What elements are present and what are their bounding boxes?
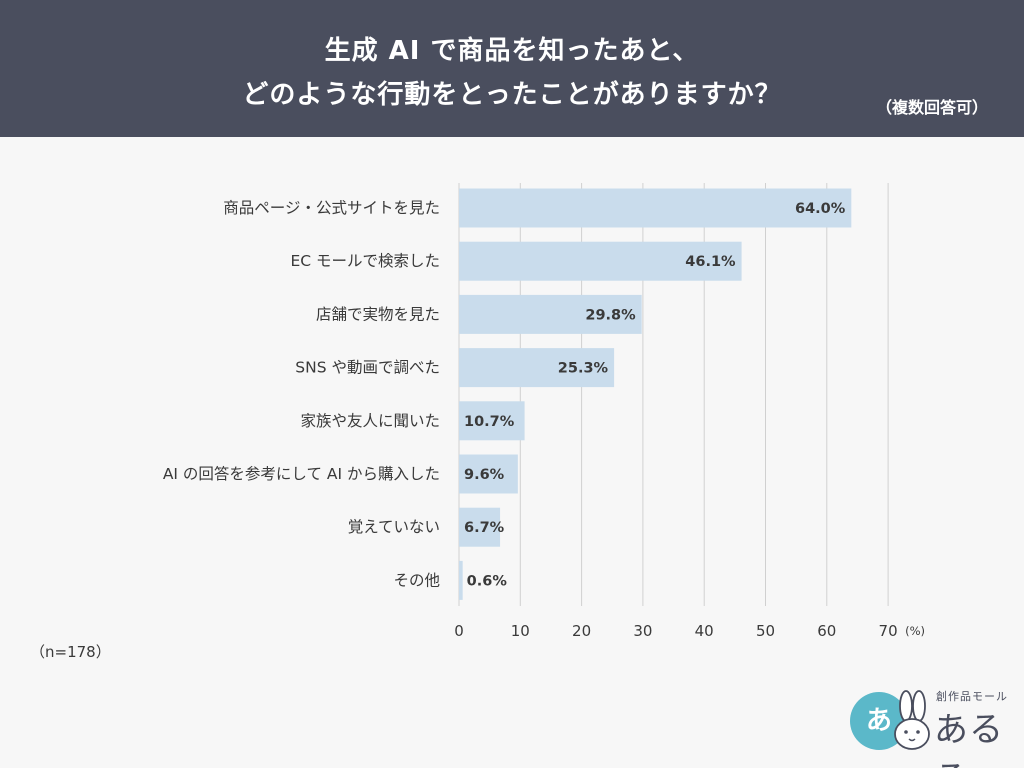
multiple-answer-note: （複数回答可） bbox=[875, 98, 988, 117]
bar bbox=[459, 507, 501, 547]
bar-chart: 0 10 20 30 40 50 60 70 (%) 商品ページ・公式サイトを見た 64.0% EC … bbox=[163, 183, 925, 640]
value-label: 29.8% bbox=[585, 307, 636, 323]
category-label: AI の回答を参考にして AI から購入した bbox=[163, 465, 440, 483]
rabbit-icon bbox=[894, 690, 930, 750]
bar bbox=[459, 188, 852, 228]
category-label: 商品ページ・公式サイトを見た bbox=[223, 199, 440, 217]
x-tick-label: 50 bbox=[756, 622, 775, 640]
x-tick-label: 60 bbox=[817, 622, 836, 640]
chart-title-line1: 生成 AI で商品を知ったあと、 bbox=[324, 36, 700, 66]
value-label: 46.1% bbox=[685, 254, 736, 270]
bar bbox=[459, 454, 518, 494]
header-banner: 生成 AI で商品を知ったあと、 どのような行動をとったことがありますか？ （複… bbox=[0, 0, 1024, 137]
category-label: 覚えていない bbox=[348, 518, 440, 536]
category-label: 家族や友人に聞いた bbox=[300, 412, 440, 430]
logo-name: あるる bbox=[934, 710, 1004, 768]
bar bbox=[459, 348, 615, 388]
sample-size-label: （n=178） bbox=[30, 643, 111, 661]
value-label: 9.6% bbox=[464, 467, 505, 483]
category-label: SNS や動画で調べた bbox=[295, 359, 440, 377]
value-label: 6.7% bbox=[464, 520, 505, 536]
bar bbox=[459, 401, 525, 441]
x-tick-label: 30 bbox=[633, 622, 652, 640]
x-tick-label: 70 bbox=[879, 622, 898, 640]
value-label: 0.6% bbox=[467, 573, 508, 589]
category-label: 店舗で実物を見た bbox=[316, 305, 440, 323]
logo-subtitle: 創作品モール bbox=[936, 690, 1008, 703]
chart-title-line2: どのような行動をとったことがありますか？ bbox=[242, 80, 782, 110]
x-tick-label: 10 bbox=[511, 622, 530, 640]
x-tick-label: 20 bbox=[572, 622, 591, 640]
brand-logo: あ 創作品モール あるる bbox=[850, 686, 1020, 768]
value-label: 10.7% bbox=[464, 414, 515, 430]
value-label: 25.3% bbox=[558, 361, 609, 377]
x-unit-label: (%) bbox=[905, 624, 925, 638]
bar bbox=[459, 560, 463, 600]
bar bbox=[459, 294, 642, 334]
bar bbox=[459, 241, 742, 281]
category-label: その他 bbox=[393, 571, 440, 589]
x-tick-label: 0 bbox=[454, 622, 464, 640]
value-label: 64.0% bbox=[795, 201, 846, 217]
category-label: EC モールで検索した bbox=[290, 252, 440, 270]
x-tick-label: 40 bbox=[695, 622, 714, 640]
